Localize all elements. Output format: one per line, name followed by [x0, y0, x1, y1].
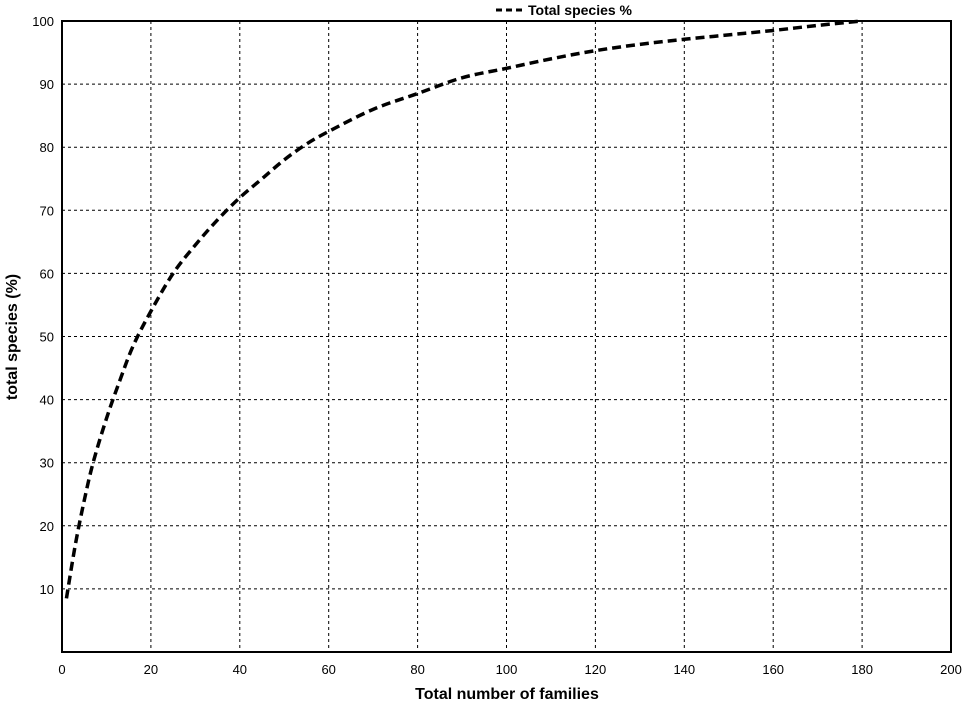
grid: [62, 21, 951, 652]
x-tick-label: 60: [321, 662, 335, 677]
y-tick-label: 10: [40, 582, 54, 597]
x-tick-label: 140: [673, 662, 695, 677]
x-tick-label: 160: [762, 662, 784, 677]
plot-area-frame: [61, 20, 952, 653]
y-tick-label: 80: [40, 140, 54, 155]
x-axis-title: Total number of families: [415, 686, 599, 703]
x-tick-label: 200: [940, 662, 962, 677]
y-axis-ticks: 10 20 30 40 50 60 70 80 90 100: [32, 14, 54, 597]
y-tick-label: 60: [40, 266, 54, 281]
x-tick-label: 40: [233, 662, 247, 677]
x-tick-label: 20: [144, 662, 158, 677]
series-line-0: [64, 19, 863, 599]
y-tick-label: 90: [40, 77, 54, 92]
x-tick-label: 80: [410, 662, 424, 677]
y-tick-label: 20: [40, 519, 54, 534]
y-axis-title: total species (%): [4, 274, 21, 400]
y-tick-label: 30: [40, 456, 54, 471]
x-tick-label: 180: [851, 662, 873, 677]
y-tick-label: 70: [40, 203, 54, 218]
x-axis-ticks: 0 20 40 60 80 100 120 140 160 180 200: [58, 662, 961, 677]
y-tick-label: 40: [40, 393, 54, 408]
series-layer: [64, 19, 863, 599]
y-tick-label: 50: [40, 330, 54, 345]
x-tick-label: 100: [496, 662, 518, 677]
x-tick-label: 0: [58, 662, 65, 677]
x-tick-label: 120: [585, 662, 607, 677]
y-tick-label: 100: [32, 14, 54, 29]
legend: Total species %: [496, 2, 633, 18]
legend-label: Total species %: [528, 2, 633, 18]
